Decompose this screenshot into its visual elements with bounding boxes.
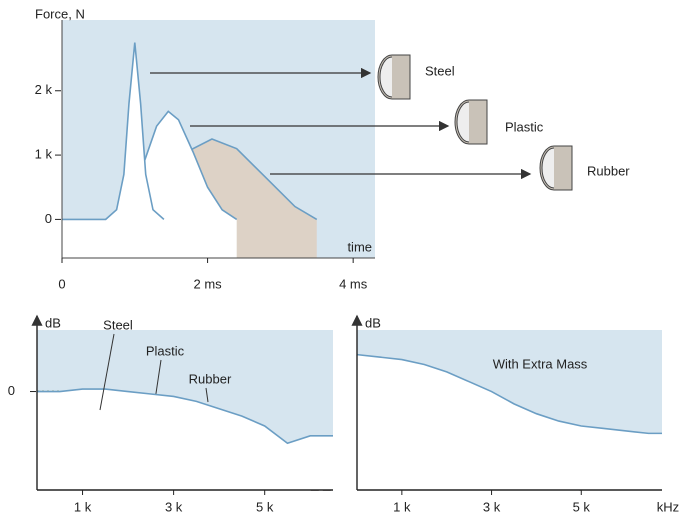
y-tick-label: 0 — [8, 383, 15, 398]
annotation: With Extra Mass — [493, 356, 588, 371]
series-area — [62, 42, 164, 258]
x-tick-label: 0 — [58, 276, 65, 291]
series-line — [62, 42, 165, 221]
x-tick-label: 3 k — [165, 499, 183, 514]
series-label: Rubber — [587, 163, 630, 178]
x-axis-label: time — [347, 239, 372, 254]
y-axis-label: dB — [45, 315, 61, 330]
x-tick-label: 1 k — [393, 499, 411, 514]
series-label: Rubber — [189, 371, 232, 386]
label-leader — [205, 387, 209, 403]
x-axis-label: kHz — [657, 499, 679, 514]
x-tick-label: 5 k — [573, 499, 591, 514]
hammer-icons — [377, 54, 573, 191]
series-area — [37, 389, 333, 490]
series-label: Steel — [103, 317, 133, 332]
series-label: Steel — [425, 63, 455, 78]
x-tick-label: 3 k — [483, 499, 501, 514]
x-tick-label: 5 k — [256, 499, 274, 514]
series-label: Plastic — [146, 343, 185, 358]
series-label: Plastic — [505, 119, 544, 134]
series-line — [37, 388, 333, 445]
x-tick-label: 2 ms — [193, 276, 222, 291]
label-leader — [99, 333, 115, 411]
x-tick-label: 1 k — [74, 499, 92, 514]
x-tick-label: 4 ms — [339, 276, 368, 291]
y-tick-label: 0 — [45, 211, 52, 226]
series-line — [356, 353, 662, 435]
series-area — [357, 354, 662, 490]
y-axis-label: Force, N — [35, 6, 85, 21]
y-axis-label: dB — [365, 315, 381, 330]
y-tick-label: 1 k — [35, 147, 53, 162]
y-tick-label: 2 k — [35, 82, 53, 97]
